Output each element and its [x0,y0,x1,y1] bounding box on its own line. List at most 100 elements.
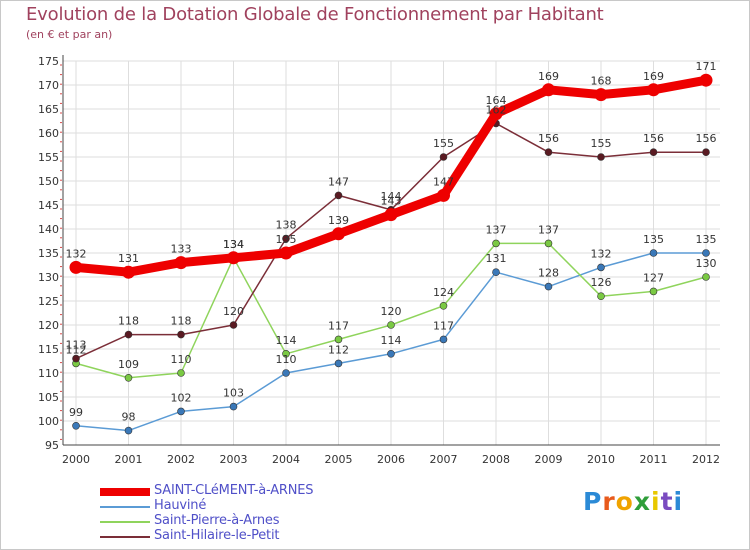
data-point [69,260,83,274]
legend-swatch [100,521,150,523]
data-label: 127 [643,271,664,284]
data-point [594,88,608,102]
data-label: 114 [276,334,297,347]
data-point [437,188,450,202]
data-point [282,369,290,377]
data-point [489,107,503,121]
data-label: 137 [486,223,507,236]
data-point [544,282,553,291]
legend-label: Saint-Pierre-à-Arnes [154,513,280,528]
x-tick-label: 2009 [535,453,563,466]
data-point [72,421,80,430]
legend-label: Saint-Hilaire-le-Petit [154,528,280,543]
data-point [72,354,80,363]
data-point [439,335,448,344]
y-tick-label: 150 [38,175,59,188]
logo-letter: r [602,487,616,516]
data-label: 162 [486,103,507,116]
data-label: 168 [591,75,612,88]
legend-swatch [100,506,150,508]
logo-letter: x [633,487,651,516]
data-point [227,251,240,265]
data-label: 117 [328,319,349,332]
data-label: 120 [381,305,402,318]
axes [60,55,720,446]
data-label: 103 [223,387,244,400]
data-point [334,359,343,368]
x-tick-label: 2002 [167,453,195,466]
y-axis-ticks: 95 100 105 110 115 120 125 130 135 140 145 150 155 16… [38,55,59,452]
data-label: 124 [433,286,454,299]
data-label: 132 [591,247,612,260]
y-tick-label: 145 [38,199,59,212]
data-label: 110 [276,353,297,366]
data-label: 126 [591,276,612,289]
data-label: 156 [643,132,664,145]
data-label: 128 [538,267,559,280]
data-point [124,373,133,382]
data-label: 132 [66,247,87,260]
data-point [439,153,448,161]
data-point [649,249,658,257]
data-label: 112 [328,343,349,356]
data-point [334,335,343,344]
data-label: 135 [276,233,297,246]
data-label: 156 [696,132,717,145]
data-point [387,321,395,329]
y-tick-label: 115 [38,343,59,356]
x-tick-label: 2007 [430,453,458,466]
data-point [384,208,398,222]
y-tick-label: 125 [38,295,59,308]
data-label: 134 [223,238,244,251]
data-point [279,246,293,260]
data-point [649,148,658,156]
y-tick-label: 100 [38,415,59,428]
data-label: 155 [433,137,454,150]
data-label: 118 [171,315,192,328]
data-point [597,263,605,272]
data-point [282,234,290,243]
data-label: 171 [696,60,717,73]
data-label: 169 [538,70,559,83]
y-tick-label: 170 [38,79,59,92]
x-tick-label: 2003 [220,453,248,466]
logo-letter: t [660,487,674,516]
data-label: 114 [381,334,402,347]
legend-label: SAINT-CLéMENT-à-ARNES [154,483,314,498]
y-tick-label: 95 [45,439,59,452]
data-point [177,407,185,416]
data-point [542,83,555,97]
data-point [174,256,188,270]
y-tick-label: 105 [38,391,59,404]
data-label: 143 [381,195,402,208]
data-point [492,268,500,277]
x-tick-label: 2001 [115,453,143,466]
data-label: 144 [381,190,402,203]
data-point [492,239,500,248]
x-tick-label: 2010 [587,453,615,466]
proxiti-logo: Proxiti [583,487,683,516]
data-label: 147 [328,175,349,188]
data-point [122,265,135,279]
data-point [699,73,713,87]
legend-label: Hauviné [154,498,207,513]
series-lines [69,73,713,435]
x-tick-label: 2011 [640,453,668,466]
data-label: 164 [486,94,507,107]
data-label: 113 [66,339,87,352]
data-label: 99 [69,406,83,419]
data-point [334,191,343,200]
data-label: 138 [276,219,297,232]
data-label: 120 [223,305,244,318]
y-tick-label: 160 [38,127,59,140]
x-tick-label: 2004 [272,453,300,466]
data-label: 155 [591,137,612,150]
data-label: 131 [486,252,507,265]
data-point [177,330,185,339]
data-label: 135 [696,233,717,246]
data-label: 134 [223,238,244,251]
data-label: 130 [696,257,717,270]
logo-letter: i [673,487,684,516]
chart-title: Evolution de la Dotation Globale de Fonc… [26,4,604,25]
data-label: 112 [66,343,87,356]
